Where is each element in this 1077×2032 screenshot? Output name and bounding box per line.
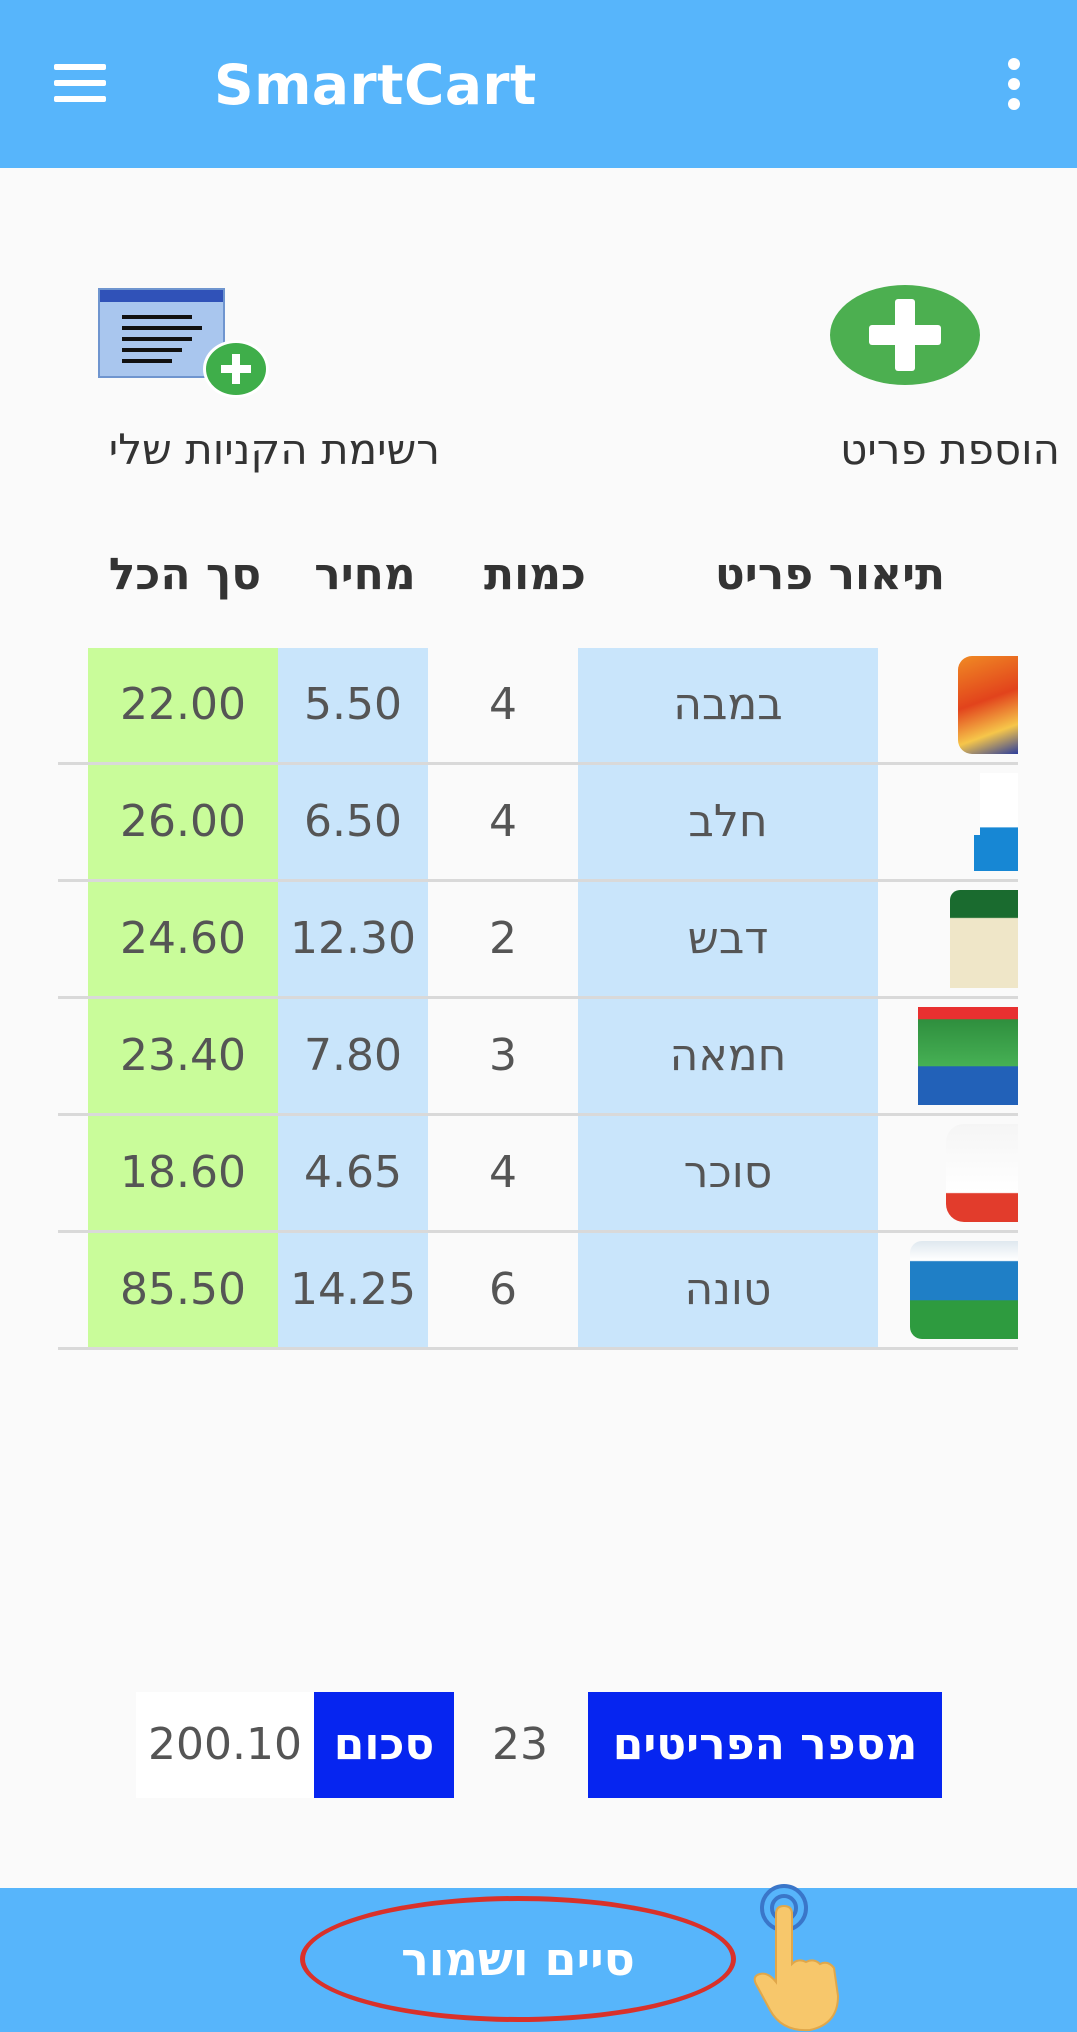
table-row[interactable]: 18.60 4.65 4 סוכר [58, 1116, 1018, 1233]
row-total: 24.60 [88, 882, 278, 996]
row-description: טונה [578, 1233, 878, 1347]
row-price: 12.30 [278, 882, 428, 996]
row-total: 26.00 [88, 765, 278, 879]
row-description: חמאה [578, 999, 878, 1113]
header-price: מחיר [314, 549, 416, 600]
product-image [888, 882, 1018, 996]
row-quantity: 4 [489, 796, 517, 847]
row-quantity: 4 [489, 1147, 517, 1198]
row-price: 6.50 [278, 765, 428, 879]
row-price: 5.50 [278, 648, 428, 762]
table-row[interactable]: 85.50 14.25 6 טונה [58, 1233, 1018, 1350]
sum-value: 200.10 [136, 1692, 314, 1798]
finish-and-save-button[interactable]: סיים ושמור [300, 1896, 736, 2022]
row-description: סוכר [578, 1116, 878, 1230]
row-quantity: 6 [489, 1264, 517, 1315]
row-total: 85.50 [88, 1233, 278, 1347]
my-list-button[interactable]: רשימת הקניות שלי [30, 280, 450, 480]
row-total: 18.60 [88, 1116, 278, 1230]
row-quantity: 2 [489, 913, 517, 964]
table-row[interactable]: 26.00 6.50 4 חלב [58, 765, 1018, 882]
row-quantity: 4 [489, 679, 517, 730]
header-total: סך הכל [108, 549, 262, 600]
table-row[interactable]: 22.00 5.50 4 במבה [58, 648, 1018, 765]
header-description: תיאור פריט [714, 549, 946, 600]
row-total: 23.40 [88, 999, 278, 1113]
table-row[interactable]: 23.40 7.80 3 חמאה [58, 999, 1018, 1116]
cart-table: 22.00 5.50 4 במבה 26.00 6.50 4 חלב 24.60… [58, 648, 1018, 1350]
product-image [888, 648, 1018, 762]
table-row[interactable]: 24.60 12.30 2 דבש [58, 882, 1018, 999]
add-circle-icon [830, 285, 980, 385]
product-image [888, 765, 1018, 879]
item-count-value: 23 [492, 1719, 548, 1770]
product-image [888, 1116, 1018, 1230]
row-price: 14.25 [278, 1233, 428, 1347]
more-options-icon[interactable] [996, 56, 1032, 114]
my-list-label: רשימת הקניות שלי [108, 425, 440, 474]
sum-label: סכום [314, 1692, 454, 1798]
shopping-list-icon [95, 288, 280, 398]
product-image [888, 1233, 1018, 1347]
row-description: דבש [578, 882, 878, 996]
row-quantity: 3 [489, 1030, 517, 1081]
tap-hand-icon [753, 1884, 840, 2032]
app-bar: SmartCart [0, 0, 1077, 168]
add-item-button[interactable]: הוספת פריט [790, 280, 1077, 480]
header-quantity: כמות [484, 549, 586, 600]
app-title: SmartCart [214, 53, 537, 117]
product-image [888, 999, 1018, 1113]
add-item-label: הוספת פריט [840, 425, 1060, 474]
row-description: במבה [578, 648, 878, 762]
row-total: 22.00 [88, 648, 278, 762]
row-price: 4.65 [278, 1116, 428, 1230]
row-price: 7.80 [278, 999, 428, 1113]
item-count-label: מספר הפריטים [588, 1692, 942, 1798]
row-description: חלב [578, 765, 878, 879]
menu-icon[interactable] [50, 58, 114, 110]
